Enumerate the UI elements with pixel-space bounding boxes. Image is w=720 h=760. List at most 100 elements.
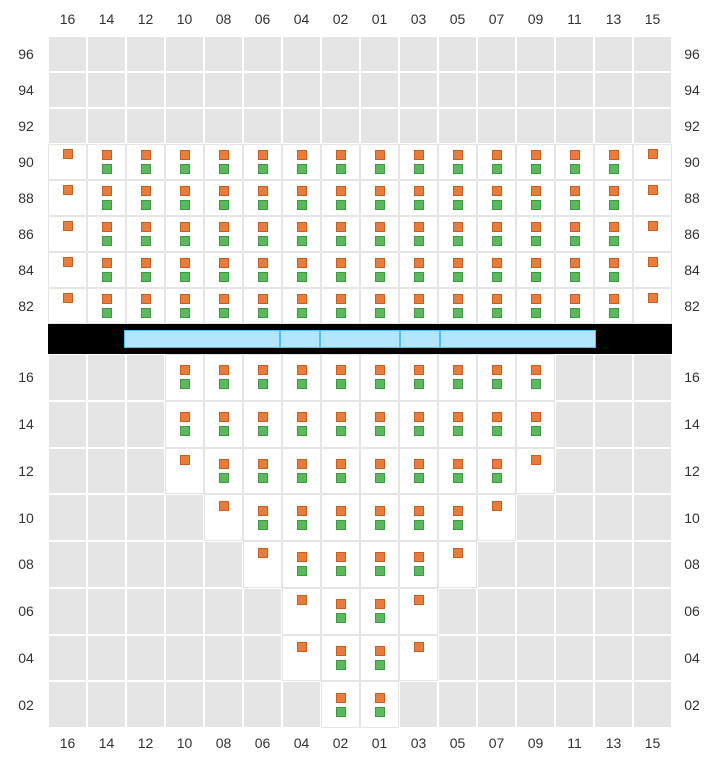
rack[interactable] [204,448,243,495]
rack[interactable] [555,216,594,252]
rack[interactable] [126,252,165,288]
rack[interactable] [477,180,516,216]
rack[interactable] [282,252,321,288]
rack[interactable] [243,216,282,252]
rack[interactable] [321,448,360,495]
rack[interactable] [204,144,243,180]
rack[interactable] [399,180,438,216]
rack[interactable] [438,401,477,448]
rack[interactable] [321,252,360,288]
rack[interactable] [555,144,594,180]
rack[interactable] [243,288,282,324]
rack[interactable] [204,494,243,541]
rack[interactable] [516,252,555,288]
rack[interactable] [282,144,321,180]
rack[interactable] [282,180,321,216]
rack[interactable] [633,180,672,216]
rack[interactable] [360,681,399,728]
rack[interactable] [594,252,633,288]
rack[interactable] [438,494,477,541]
rack[interactable] [438,216,477,252]
rack[interactable] [165,144,204,180]
rack[interactable] [243,144,282,180]
rack[interactable] [243,252,282,288]
rack[interactable] [321,216,360,252]
rack[interactable] [87,144,126,180]
rack[interactable] [48,216,87,252]
rack[interactable] [633,216,672,252]
rack[interactable] [477,216,516,252]
rack[interactable] [633,144,672,180]
rack[interactable] [165,216,204,252]
rack[interactable] [243,494,282,541]
rack[interactable] [438,180,477,216]
rack[interactable] [516,144,555,180]
rack[interactable] [321,588,360,635]
rack[interactable] [360,401,399,448]
rack[interactable] [243,354,282,401]
rack[interactable] [165,288,204,324]
rack[interactable] [360,635,399,682]
rack[interactable] [516,180,555,216]
rack[interactable] [555,288,594,324]
rack[interactable] [243,541,282,588]
rack[interactable] [360,252,399,288]
rack[interactable] [438,288,477,324]
rack[interactable] [594,144,633,180]
rack[interactable] [555,252,594,288]
rack[interactable] [516,216,555,252]
rack[interactable] [477,401,516,448]
rack[interactable] [516,288,555,324]
rack[interactable] [399,401,438,448]
rack[interactable] [360,144,399,180]
rack[interactable] [87,216,126,252]
rack[interactable] [360,541,399,588]
rack[interactable] [87,288,126,324]
rack[interactable] [48,252,87,288]
rack[interactable] [48,144,87,180]
rack[interactable] [360,216,399,252]
rack[interactable] [282,354,321,401]
rack[interactable] [87,252,126,288]
rack[interactable] [282,288,321,324]
rack[interactable] [165,448,204,495]
rack[interactable] [555,180,594,216]
rack[interactable] [204,354,243,401]
rack[interactable] [399,252,438,288]
rack[interactable] [360,354,399,401]
rack[interactable] [477,494,516,541]
rack[interactable] [477,144,516,180]
rack[interactable] [282,588,321,635]
rack[interactable] [126,180,165,216]
rack[interactable] [360,494,399,541]
rack[interactable] [282,401,321,448]
rack[interactable] [126,216,165,252]
rack[interactable] [204,180,243,216]
rack[interactable] [321,354,360,401]
rack[interactable] [321,401,360,448]
rack[interactable] [204,401,243,448]
rack[interactable] [438,144,477,180]
rack[interactable] [87,180,126,216]
rack[interactable] [438,354,477,401]
rack[interactable] [282,635,321,682]
rack[interactable] [243,448,282,495]
rack[interactable] [204,288,243,324]
rack[interactable] [204,216,243,252]
rack[interactable] [399,635,438,682]
rack[interactable] [399,216,438,252]
rack[interactable] [399,144,438,180]
rack[interactable] [516,448,555,495]
rack[interactable] [360,448,399,495]
rack[interactable] [360,588,399,635]
rack[interactable] [321,288,360,324]
rack[interactable] [633,252,672,288]
rack[interactable] [399,288,438,324]
rack[interactable] [399,494,438,541]
rack[interactable] [633,288,672,324]
rack[interactable] [165,180,204,216]
rack[interactable] [477,252,516,288]
rack[interactable] [477,448,516,495]
rack[interactable] [399,541,438,588]
rack[interactable] [360,180,399,216]
